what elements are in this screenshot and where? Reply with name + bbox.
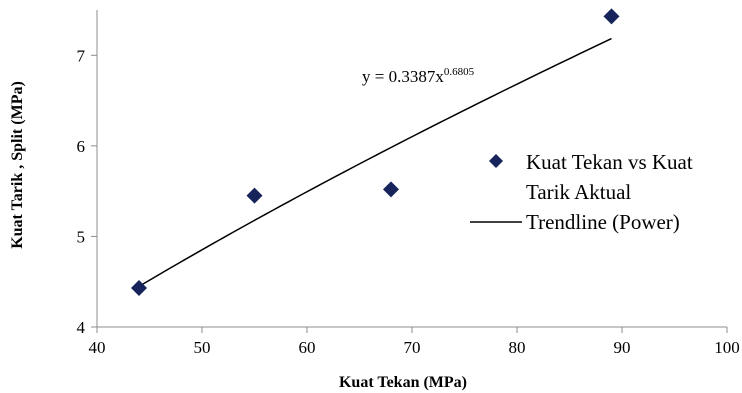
y-tick-label: 6 xyxy=(77,137,86,156)
y-tick-label: 7 xyxy=(77,46,86,65)
x-tick-label: 50 xyxy=(194,338,211,357)
y-axis-ticks: 4 5 6 7 xyxy=(77,46,97,337)
data-point xyxy=(383,181,399,198)
data-point xyxy=(246,187,263,204)
trendline-equation: y = 0.3387x0.6805 xyxy=(362,66,475,86)
equation-base: y = 0.3387x xyxy=(362,67,444,86)
x-tick-label: 70 xyxy=(404,338,421,357)
data-point xyxy=(603,8,620,25)
legend: Kuat Tekan vs Kuat Tarik Aktual Trendlin… xyxy=(470,150,693,234)
y-axis-title: Kuat Tarik , Split (MPa) xyxy=(9,81,26,249)
x-tick-label: 80 xyxy=(509,338,526,357)
legend-trendline-label: Trendline (Power) xyxy=(526,210,680,234)
y-tick-label: 4 xyxy=(77,318,86,337)
equation-exponent: 0.6805 xyxy=(444,66,475,78)
x-tick-label: 100 xyxy=(714,338,740,357)
data-points xyxy=(131,8,620,297)
legend-marker-series xyxy=(489,154,503,168)
x-axis-ticks: 40 50 60 70 80 90 100 xyxy=(89,327,740,357)
y-tick-label: 5 xyxy=(77,227,86,246)
trendline xyxy=(138,37,612,288)
x-tick-label: 90 xyxy=(614,338,631,357)
data-point xyxy=(131,280,147,297)
x-tick-label: 40 xyxy=(89,338,106,357)
x-tick-label: 60 xyxy=(299,338,316,357)
legend-series-label-line1: Kuat Tekan vs Kuat xyxy=(526,150,693,174)
legend-series-label-line2: Tarik Aktual xyxy=(526,180,631,204)
x-axis-title: Kuat Tekan (MPa) xyxy=(339,374,467,391)
